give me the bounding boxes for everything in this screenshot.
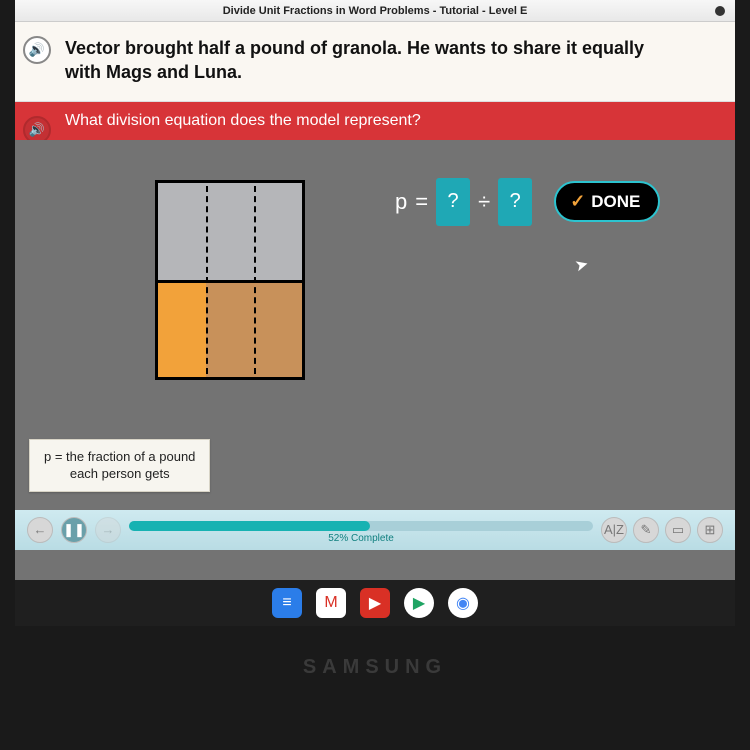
footer-tools: A|Z ✎ ▭ ⊞ <box>601 517 723 543</box>
question-bar: 🔊 What division equation does the model … <box>15 102 735 140</box>
taskbar-app-gmail[interactable]: M <box>316 588 346 618</box>
progress-fill <box>129 521 370 531</box>
legend-line: each person gets <box>44 465 195 483</box>
taskbar-app-youtube[interactable]: ▶ <box>360 588 390 618</box>
model-top-half <box>158 183 302 280</box>
taskbar-app-chrome[interactable]: ◉ <box>448 588 478 618</box>
progress-label: 52% Complete <box>328 533 394 544</box>
equals-sign: = <box>415 189 428 215</box>
question-text: What division equation does the model re… <box>65 112 421 129</box>
legend-note: p = the fraction of a pound each person … <box>29 439 210 492</box>
back-button[interactable]: ← <box>27 517 53 543</box>
fraction-model <box>155 180 305 380</box>
title-text: Divide Unit Fractions in Word Problems -… <box>223 5 528 17</box>
model-cell <box>158 280 206 377</box>
model-cell <box>254 280 302 377</box>
calculator-button[interactable]: ⊞ <box>697 517 723 543</box>
model-v-dash <box>254 186 256 374</box>
cursor-icon: ➤ <box>573 253 591 276</box>
equation-lhs: p <box>395 189 407 215</box>
speaker-icon[interactable]: 🔊 <box>23 36 51 64</box>
progress-bar: 52% Complete <box>129 521 593 539</box>
problem-text: Vector brought half a pound of granola. … <box>65 36 685 85</box>
equation-input-1[interactable]: ? <box>436 178 470 226</box>
highlighter-button[interactable]: ✎ <box>633 517 659 543</box>
window-indicator-icon <box>715 6 725 16</box>
taskbar-app-play[interactable]: ▶ <box>404 588 434 618</box>
monitor-brand: SAMSUNG <box>15 656 735 679</box>
forward-button[interactable]: → <box>95 517 121 543</box>
title-bar: Divide Unit Fractions in Word Problems -… <box>15 0 735 22</box>
equation: p = ? ÷ ? ✓ DONE <box>395 178 660 226</box>
divide-sign: ÷ <box>478 189 490 215</box>
footer-bar: ← ❚❚ → 52% Complete A|Z ✎ ▭ ⊞ <box>15 510 735 550</box>
model-cell <box>206 280 254 377</box>
check-icon: ✓ <box>570 191 585 212</box>
glossary-button[interactable]: A|Z <box>601 517 627 543</box>
notes-button[interactable]: ▭ <box>665 517 691 543</box>
done-button[interactable]: ✓ DONE <box>554 181 660 222</box>
model-bottom-half <box>158 280 302 377</box>
taskbar-app-docs[interactable]: ≡ <box>272 588 302 618</box>
equation-input-2[interactable]: ? <box>498 178 532 226</box>
taskbar: ≡ M ▶ ▶ ◉ <box>15 580 735 626</box>
done-label: DONE <box>591 192 640 212</box>
app-window: Divide Unit Fractions in Word Problems -… <box>15 0 735 580</box>
pause-button[interactable]: ❚❚ <box>61 517 87 543</box>
stage: p = ? ÷ ? ✓ DONE ➤ p = the fraction of a… <box>15 140 735 510</box>
legend-line: p = the fraction of a pound <box>44 448 195 466</box>
model-v-dash <box>206 186 208 374</box>
problem-bar: 🔊 Vector brought half a pound of granola… <box>15 22 735 102</box>
model-h-divider <box>158 280 302 283</box>
